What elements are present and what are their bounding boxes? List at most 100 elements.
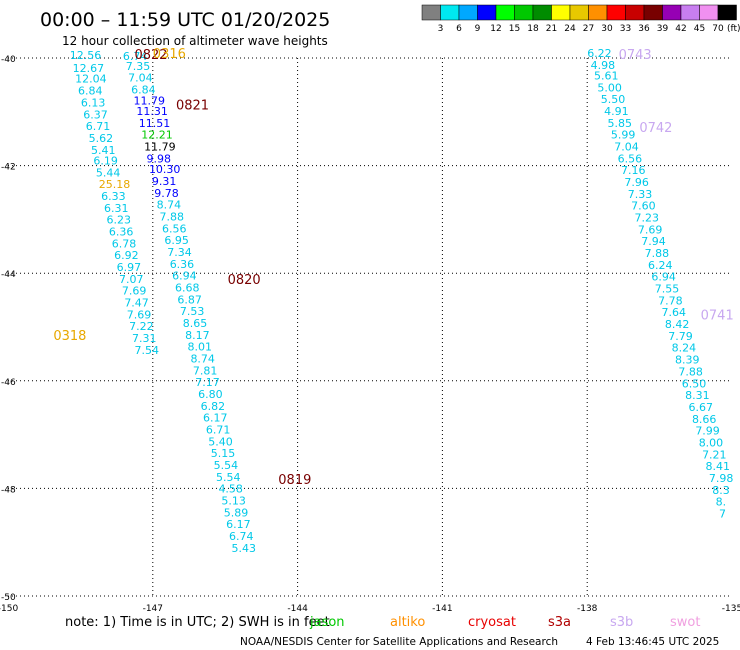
pass-time-label: 0820 — [228, 273, 261, 288]
swh-value-label: 9.78 — [154, 187, 179, 200]
swh-value-label: 7.69 — [122, 285, 147, 298]
swh-value-label: 5.50 — [601, 93, 626, 106]
swh-value-label: 7.94 — [641, 235, 666, 248]
swh-value-label: 5.40 — [208, 435, 233, 448]
swh-value-label: 5.44 — [96, 166, 121, 179]
swh-value-label: 25.18 — [99, 178, 131, 191]
swh-value-label: 6.94 — [172, 270, 197, 283]
color-swatch — [662, 4, 682, 21]
swh-value-label: 7.96 — [624, 176, 649, 189]
swh-value-label: 6.82 — [201, 400, 226, 413]
swh-value-label: 8.41 — [705, 460, 730, 473]
swh-value-label: 6.74 — [123, 50, 148, 63]
swh-value-label: 7.64 — [662, 306, 687, 319]
color-swatch — [717, 4, 737, 21]
color-scale-label: 42 — [675, 24, 686, 34]
x-tick-label: -147 — [143, 604, 163, 614]
swh-value-label: 5.85 — [607, 117, 632, 130]
axis-tick-labels: -40 -42 -44 -46 -48 -50-150 -147 -144 -141 -138 -1… — [0, 55, 740, 614]
swh-value-label: 7.78 — [658, 294, 683, 307]
swh-value-label: 5.41 — [91, 144, 116, 157]
pass-time-label: 0318 — [53, 329, 86, 344]
color-swatch — [680, 4, 700, 21]
swh-value-label: 5.89 — [224, 506, 249, 519]
swh-value-label: 7.88 — [645, 247, 670, 260]
y-tick-label: -46 — [1, 378, 16, 388]
pass-time-label: 0822 — [134, 48, 167, 63]
swh-value-label: 7.33 — [628, 188, 653, 201]
swh-value-label: 7.07 — [119, 273, 144, 286]
swh-data-labels: 12.5612.6712.046.846.136.376.715.625.416… — [70, 47, 734, 555]
y-tick-label: -44 — [1, 270, 16, 280]
swh-value-label: 7.69 — [638, 223, 663, 236]
swh-value-label: 6.84 — [131, 84, 156, 97]
swh-value-label: 7.88 — [678, 365, 703, 378]
swh-value-label: 7.34 — [167, 246, 192, 259]
color-scale-label: 39 — [657, 24, 669, 34]
swh-value-label: 6.33 — [101, 190, 126, 203]
legend-item-s3b: s3b — [610, 615, 633, 630]
swh-value-label: 6.13 — [81, 96, 106, 109]
swh-value-label: 5.43 — [231, 542, 256, 555]
color-swatch — [477, 4, 497, 21]
swh-value-label: 11.31 — [136, 105, 168, 118]
y-tick-label: -50 — [1, 593, 16, 603]
swh-value-label: 6.22 — [587, 47, 612, 60]
y-tick-label: -48 — [1, 485, 16, 495]
swh-value-label: 12.04 — [75, 73, 107, 86]
legend-item-altiko: altiko — [390, 615, 425, 630]
swh-value-label: 6.84 — [78, 85, 103, 98]
color-scale-label: 3 — [438, 24, 444, 34]
swh-value-label: 6.78 — [112, 237, 137, 250]
swh-value-label: 5.99 — [611, 129, 636, 142]
color-scale-label: 24 — [564, 24, 576, 34]
swh-value-label: 6.31 — [104, 202, 128, 215]
swh-value-label: 4.91 — [604, 105, 629, 118]
x-tick-label: -150 — [0, 604, 18, 614]
swh-value-label: 8.17 — [185, 329, 210, 342]
swh-value-label: 7.17 — [195, 376, 220, 389]
swh-value-label: 8.65 — [183, 317, 208, 330]
swh-value-label: 5.00 — [597, 81, 622, 94]
color-scale-bar: 3 6 9 12 15 18 21 24 27 30 33 36 39 42 45 70 (ft) — [421, 4, 740, 34]
swh-value-label: 6.36 — [109, 226, 134, 239]
color-swatch — [625, 4, 645, 21]
color-swatch — [569, 4, 589, 21]
swh-value-label: 6.97 — [117, 261, 142, 274]
color-swatch — [458, 4, 478, 21]
swh-value-label: 7.98 — [709, 472, 734, 485]
footer-timestamp: 4 Feb 13:46:45 UTC 2025 — [586, 636, 719, 648]
swh-value-label: 7.54 — [134, 344, 159, 357]
swh-value-label: 7.79 — [668, 330, 693, 343]
swh-value-label: 7.60 — [631, 200, 656, 213]
x-tick-label: -138 — [577, 604, 598, 614]
chart-title: 00:00 – 11:59 UTC 01/20/2025 — [40, 9, 330, 31]
swh-value-label: 11.79 — [133, 94, 165, 107]
swh-value-label: 8.74 — [157, 199, 182, 212]
swh-value-label: 6.37 — [83, 108, 108, 121]
legend-item-swot: swot — [670, 615, 700, 630]
swh-value-label: 7.23 — [635, 212, 660, 225]
pass-time-label: 0743 — [619, 48, 652, 63]
swh-value-label: 6.71 — [86, 120, 111, 133]
color-swatch — [532, 4, 552, 21]
pass-time-label: 0819 — [278, 473, 311, 488]
legend-item-jason: jason — [309, 615, 345, 630]
color-scale-label: 33 — [620, 24, 631, 34]
swh-value-label: 9.98 — [147, 152, 172, 165]
color-swatch — [440, 4, 460, 21]
swh-value-label: 5.13 — [221, 495, 246, 508]
color-swatch — [495, 4, 515, 21]
footer-credit: NOAA/NESDIS Center for Satellite Applica… — [240, 636, 558, 648]
swh-value-label: 8.39 — [675, 354, 700, 367]
x-tick-label: -144 — [287, 604, 308, 614]
swh-value-label: 7.69 — [127, 308, 151, 321]
swh-value-label: 6.67 — [689, 401, 714, 414]
swh-value-label: 9.31 — [152, 175, 177, 188]
x-tick-label: -135 — [722, 604, 740, 614]
swh-value-label: 8.31 — [685, 389, 710, 402]
swh-value-label: 8.3 — [712, 484, 730, 497]
swh-value-label: 7.81 — [193, 364, 218, 377]
swh-value-label: 6.50 — [682, 377, 707, 390]
